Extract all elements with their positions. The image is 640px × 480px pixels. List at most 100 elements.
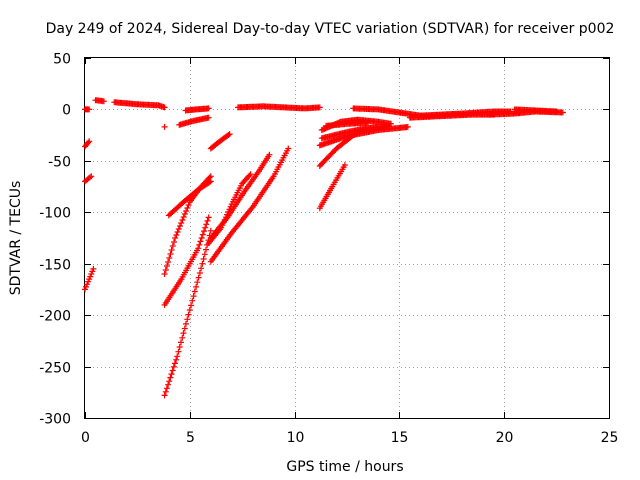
- data-point: [205, 114, 212, 121]
- data-point: [86, 106, 93, 113]
- data-point: [285, 145, 292, 152]
- data-point: [183, 320, 189, 327]
- series-s6: [176, 114, 212, 128]
- data-point: [207, 178, 214, 185]
- data-point: [207, 173, 214, 180]
- data-point: [161, 392, 168, 399]
- data-point: [203, 221, 210, 228]
- y-axis-label: SDTVAR / TECUs: [8, 181, 24, 296]
- x-tick-label: 0: [81, 430, 90, 446]
- data-point: [559, 109, 566, 116]
- data-point: [167, 251, 174, 257]
- data-point: [200, 256, 207, 262]
- data-point: [179, 334, 186, 341]
- series-s3: [111, 99, 168, 111]
- data-point: [553, 108, 560, 115]
- data-point: [201, 251, 208, 258]
- data-point: [225, 132, 232, 138]
- data-point: [166, 255, 173, 261]
- data-point: [191, 288, 198, 295]
- data-point: [186, 307, 193, 313]
- series-s16: [207, 151, 273, 241]
- data-point: [195, 245, 202, 252]
- x-axis: 0 5 10 15 20 25: [81, 58, 618, 446]
- chart-title: Day 249 of 2024, Sidereal Day-to-day VTE…: [46, 21, 615, 37]
- data-point: [198, 235, 205, 241]
- data-point: [178, 220, 185, 226]
- data-point: [166, 378, 173, 385]
- data-point: [170, 363, 177, 370]
- data-point: [341, 162, 348, 168]
- series-s18: [235, 103, 323, 112]
- x-axis-label: GPS time / hours: [286, 459, 403, 475]
- data-point: [181, 325, 188, 332]
- data-point: [165, 381, 172, 388]
- data-point: [87, 174, 93, 181]
- data-point: [189, 297, 196, 304]
- series-s13: [161, 227, 214, 399]
- x-tick-label: 15: [391, 430, 409, 446]
- data-point: [180, 214, 187, 220]
- data-point: [178, 339, 184, 346]
- data-point: [198, 265, 205, 272]
- data-point: [161, 271, 168, 277]
- data-point: [247, 171, 254, 178]
- y-tick-label: -200: [39, 309, 71, 325]
- y-tick-label: -50: [48, 155, 71, 171]
- data-point: [167, 374, 174, 381]
- data-point: [196, 270, 203, 276]
- data-point: [195, 274, 202, 281]
- data-point: [161, 123, 168, 130]
- data-point: [180, 330, 187, 337]
- data-point: [197, 238, 204, 245]
- data-point: [404, 123, 411, 130]
- y-axis: 50 0 -50 -100 -150 -200 -250 -300: [39, 52, 609, 428]
- y-tick-label: -150: [39, 258, 71, 274]
- data-point: [85, 139, 92, 146]
- x-tick-label: 10: [287, 430, 305, 446]
- data-point: [193, 283, 200, 290]
- y-tick-label: 0: [62, 103, 71, 119]
- y-tick-label: -100: [39, 206, 71, 222]
- series-s5: [182, 105, 212, 114]
- data-point: [316, 104, 323, 111]
- data-point: [164, 263, 170, 269]
- x-tick-label: 5: [186, 430, 195, 446]
- data-point: [203, 246, 209, 253]
- data-point: [173, 356, 180, 363]
- series-s8: [82, 173, 95, 185]
- data-point: [185, 311, 192, 318]
- series-s28: [511, 106, 560, 115]
- data-point: [190, 293, 197, 300]
- x-tick-label: 25: [601, 430, 619, 446]
- data-point: [168, 371, 175, 378]
- data-point: [175, 226, 182, 232]
- data-point: [86, 138, 93, 145]
- data-point: [175, 348, 182, 355]
- data-point: [174, 229, 181, 235]
- data-point: [206, 179, 213, 186]
- plot-frame: [84, 57, 610, 419]
- data-point: [172, 235, 179, 241]
- data-point: [207, 227, 214, 234]
- data-point: [179, 217, 186, 223]
- data-point: [226, 131, 233, 138]
- data-point: [176, 344, 183, 350]
- data-point: [199, 260, 206, 267]
- data-point: [196, 241, 203, 248]
- y-tick-label: -250: [39, 361, 71, 377]
- data-point: [202, 224, 209, 231]
- series-s7: [82, 138, 93, 150]
- data-point: [177, 223, 183, 229]
- data-point: [185, 202, 192, 208]
- data-point: [100, 98, 107, 105]
- x-tick-label: 20: [496, 430, 514, 446]
- data-point: [171, 360, 178, 367]
- data-point: [204, 217, 211, 224]
- data-point: [161, 104, 168, 111]
- data-point: [90, 265, 97, 272]
- data-point: [266, 151, 273, 158]
- data-point: [169, 367, 176, 374]
- data-point: [168, 247, 175, 253]
- series-s2: [92, 97, 107, 105]
